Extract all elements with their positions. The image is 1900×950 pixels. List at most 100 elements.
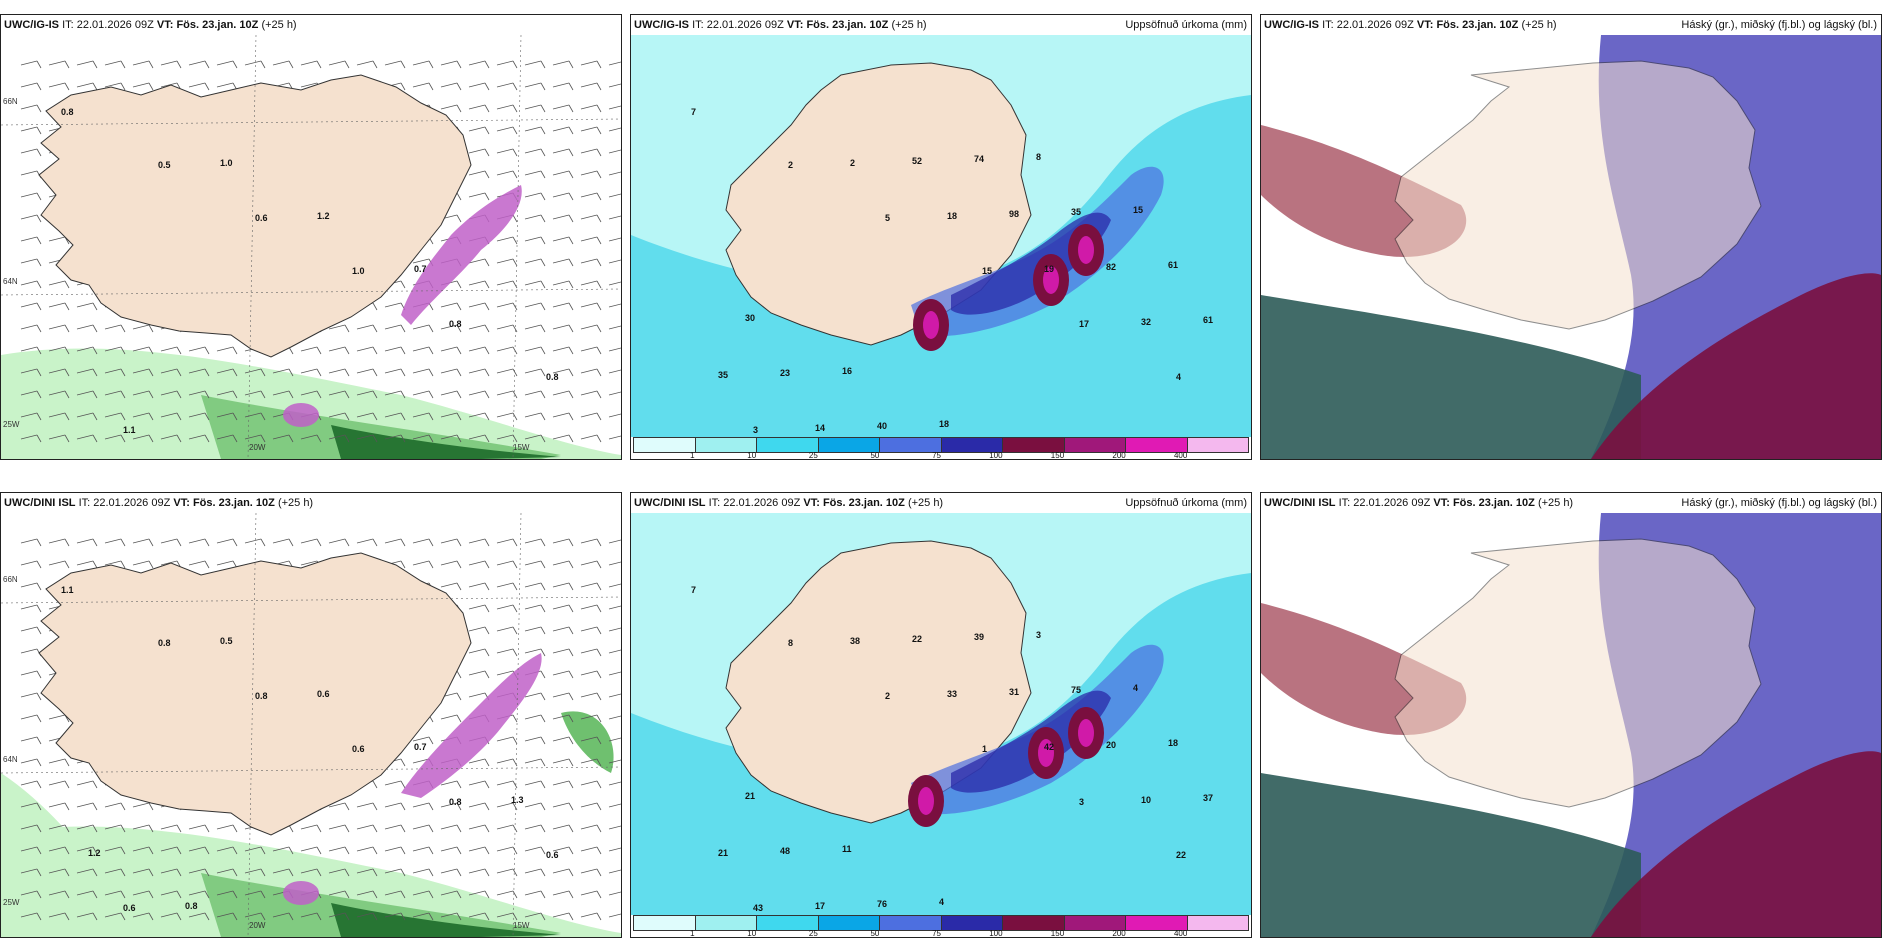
wind-barb-tick xyxy=(456,670,462,679)
wind-barb-tick xyxy=(540,280,546,289)
wind-barb-tick xyxy=(64,346,70,355)
wind-barb xyxy=(384,802,402,808)
wind-barb-tick xyxy=(596,170,602,179)
wind-barb-tick xyxy=(596,258,602,267)
wind-barb-tick xyxy=(540,346,546,355)
map-value-label: 16 xyxy=(842,366,852,376)
lat-line xyxy=(1,596,621,604)
wind-barb xyxy=(160,560,178,566)
map-value-label: 32 xyxy=(1141,317,1151,327)
wind-barb xyxy=(244,538,262,544)
wind-barb xyxy=(496,346,514,352)
wind-barb-tick xyxy=(288,912,294,921)
wind-barb xyxy=(160,890,178,896)
wind-barb xyxy=(496,582,514,588)
wind-barb-tick xyxy=(148,82,154,91)
wind-barb-tick xyxy=(288,368,294,377)
wind-barb-tick xyxy=(568,82,574,91)
wind-barb-tick xyxy=(428,560,434,569)
map-value-label: 38 xyxy=(850,636,860,646)
wind-barb xyxy=(104,890,122,896)
wind-barb-tick xyxy=(344,434,350,443)
wind-barb xyxy=(524,714,542,720)
wind-barb-tick xyxy=(484,390,490,399)
wind-barb-tick xyxy=(512,236,518,245)
wind-barb xyxy=(468,148,486,154)
wind-barb xyxy=(412,560,430,566)
wind-barb-tick xyxy=(484,434,490,443)
wind-barb xyxy=(608,281,621,286)
wind-barb-tick xyxy=(512,560,518,569)
wind-barb-tick xyxy=(316,390,322,399)
precip-core-center xyxy=(923,311,939,339)
wind-barb-tick xyxy=(260,912,266,921)
wind-barb-tick xyxy=(176,412,182,421)
wind-barb xyxy=(412,912,430,918)
wind-barb xyxy=(20,780,38,786)
wind-barb-tick xyxy=(64,538,70,547)
panel-header: UWC/DINI ISL IT: 22.01.2026 09Z VT: Fös.… xyxy=(4,497,314,509)
wind-barb xyxy=(580,648,598,654)
wind-barb xyxy=(160,846,178,852)
wind-barb xyxy=(20,324,38,330)
wind-barb-tick xyxy=(204,890,210,899)
wind-barb-tick xyxy=(456,824,462,833)
wind-barb xyxy=(328,538,346,544)
wind-barb xyxy=(20,60,38,66)
wind-barb-tick xyxy=(568,346,574,355)
wind-barb xyxy=(356,912,374,918)
legend-tick-label: 1 xyxy=(690,451,695,460)
wind-barb-tick xyxy=(540,302,546,311)
wind-barb-tick xyxy=(120,868,126,877)
wind-barb-tick xyxy=(540,126,546,135)
map-value-label: 0.6 xyxy=(123,903,136,913)
wind-barb xyxy=(76,846,94,852)
wind-barb-tick xyxy=(260,390,266,399)
wind-barb xyxy=(580,236,598,242)
wind-barb xyxy=(356,846,374,852)
precip-legend: 1 10 25 50 75 100 150 200 400 xyxy=(631,437,1251,459)
wind-barb xyxy=(468,538,486,544)
wind-barb xyxy=(328,346,346,352)
legend-swatch xyxy=(1126,916,1188,930)
wind-barb xyxy=(244,60,262,66)
wind-barb xyxy=(244,890,262,896)
wind-barb-tick xyxy=(64,390,70,399)
wind-barb-tick xyxy=(428,736,434,745)
wind-barb xyxy=(468,60,486,66)
wind-barb xyxy=(412,390,430,396)
wind-barb-tick xyxy=(92,802,98,811)
wind-barb-tick xyxy=(568,560,574,569)
wind-barb xyxy=(552,126,570,132)
wind-barb-tick xyxy=(428,538,434,547)
wind-barb-tick xyxy=(512,648,518,657)
wind-barb xyxy=(552,170,570,176)
wind-barb-tick xyxy=(36,736,42,745)
legend-swatch xyxy=(757,916,819,930)
wind-barb xyxy=(524,736,542,742)
wind-barb-tick xyxy=(288,434,294,443)
wind-barb-tick xyxy=(92,324,98,333)
wind-barb-tick xyxy=(512,626,518,635)
map-value-label: 0.5 xyxy=(158,160,171,170)
wind-barb-tick xyxy=(204,60,210,69)
wind-barb-tick xyxy=(400,368,406,377)
wind-barb-tick xyxy=(344,890,350,899)
wind-barb-tick xyxy=(64,368,70,377)
wind-barb xyxy=(188,346,206,352)
wind-barb-tick xyxy=(456,434,462,443)
wind-barb xyxy=(48,846,66,852)
wind-barb-tick xyxy=(484,368,490,377)
legend-swatch xyxy=(941,438,1003,452)
wind-barb-tick xyxy=(176,390,182,399)
wind-barb xyxy=(76,60,94,66)
wind-barb-tick xyxy=(596,390,602,399)
wind-barb-tick xyxy=(400,60,406,69)
wind-barb xyxy=(328,368,346,374)
map-value-label: 1.2 xyxy=(317,211,330,221)
wind-barb xyxy=(468,412,486,418)
map-value-label: 18 xyxy=(939,419,949,429)
wind-barb xyxy=(524,412,542,418)
wind-barb xyxy=(20,868,38,874)
wind-barb xyxy=(188,824,206,830)
